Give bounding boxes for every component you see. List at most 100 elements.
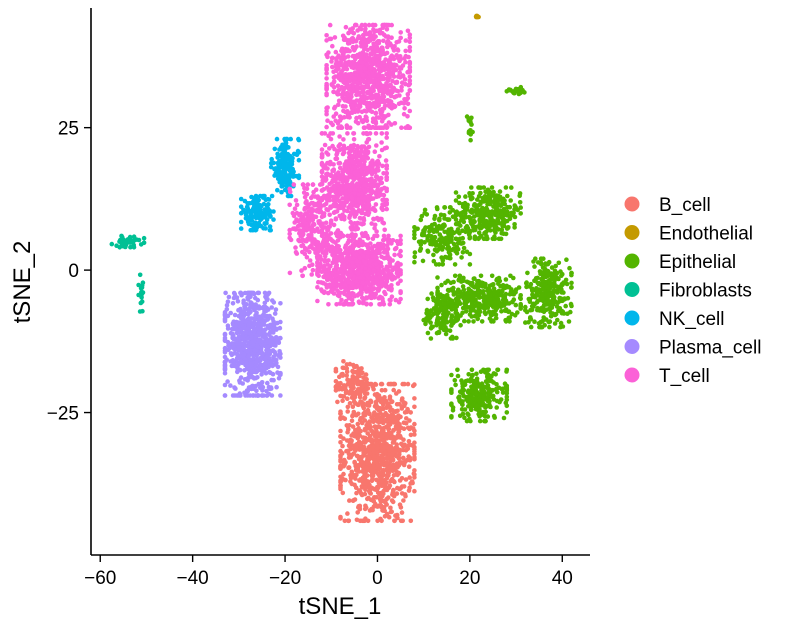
point xyxy=(237,393,243,398)
point xyxy=(486,300,492,306)
point xyxy=(383,487,388,492)
point xyxy=(537,269,543,274)
point xyxy=(288,169,294,175)
point xyxy=(475,289,481,294)
point xyxy=(109,241,115,247)
point xyxy=(357,394,363,400)
point xyxy=(277,325,283,331)
point xyxy=(551,300,557,306)
point xyxy=(290,174,296,179)
point xyxy=(281,164,287,169)
point xyxy=(395,419,400,425)
point xyxy=(504,394,510,400)
point xyxy=(434,205,440,210)
point xyxy=(399,510,405,515)
point xyxy=(238,327,243,332)
point xyxy=(351,48,357,53)
point xyxy=(497,220,502,226)
point xyxy=(366,22,372,28)
point xyxy=(492,210,498,216)
point xyxy=(547,286,552,292)
point xyxy=(540,265,546,270)
point xyxy=(350,368,355,374)
point xyxy=(425,330,431,336)
point xyxy=(242,325,248,331)
point xyxy=(385,469,391,475)
point xyxy=(340,365,346,371)
point xyxy=(408,518,414,524)
point xyxy=(246,294,252,299)
point xyxy=(459,255,464,260)
point xyxy=(286,176,292,181)
point xyxy=(378,475,384,481)
point xyxy=(268,164,274,170)
point xyxy=(439,282,444,288)
point xyxy=(470,195,475,201)
point xyxy=(558,269,563,274)
point xyxy=(279,189,284,195)
point xyxy=(257,213,263,219)
point xyxy=(354,472,359,478)
point xyxy=(384,461,390,466)
point xyxy=(466,319,471,324)
point xyxy=(461,275,466,281)
point xyxy=(505,204,510,210)
point xyxy=(265,380,270,386)
point xyxy=(477,295,482,300)
point xyxy=(249,334,254,340)
point xyxy=(459,218,464,223)
point xyxy=(387,448,392,453)
point xyxy=(441,223,446,228)
point xyxy=(267,313,272,319)
point xyxy=(497,292,503,298)
point xyxy=(259,314,265,319)
point xyxy=(257,365,263,370)
point xyxy=(273,357,279,363)
point xyxy=(276,340,282,346)
point xyxy=(432,228,438,233)
point xyxy=(349,481,355,487)
point xyxy=(242,304,247,309)
point xyxy=(245,201,250,206)
point xyxy=(460,250,466,255)
point xyxy=(487,297,493,302)
point xyxy=(481,185,487,190)
point xyxy=(264,217,270,222)
point xyxy=(398,505,404,510)
point xyxy=(431,252,436,258)
point xyxy=(268,339,274,345)
point xyxy=(523,320,528,325)
point xyxy=(460,228,465,233)
point xyxy=(345,404,351,410)
point xyxy=(485,187,491,193)
point xyxy=(357,104,362,109)
series-b-cell xyxy=(333,359,417,524)
point xyxy=(488,291,494,297)
point xyxy=(271,326,276,332)
point xyxy=(324,33,329,38)
point xyxy=(402,459,408,465)
point xyxy=(324,76,329,81)
point xyxy=(251,290,256,296)
point xyxy=(387,41,393,46)
point xyxy=(388,70,394,76)
point xyxy=(505,284,510,290)
point xyxy=(450,405,456,410)
point xyxy=(436,295,441,300)
point xyxy=(399,80,405,85)
point xyxy=(231,326,237,332)
point xyxy=(366,466,372,471)
point xyxy=(140,308,145,314)
point xyxy=(270,363,275,369)
point xyxy=(247,393,253,398)
point xyxy=(381,32,387,38)
point xyxy=(331,75,337,80)
point xyxy=(398,35,404,41)
point xyxy=(535,298,541,304)
point xyxy=(345,409,351,414)
point xyxy=(351,362,356,368)
point xyxy=(386,417,392,423)
point xyxy=(353,390,359,396)
point xyxy=(504,369,509,374)
point xyxy=(350,424,356,429)
